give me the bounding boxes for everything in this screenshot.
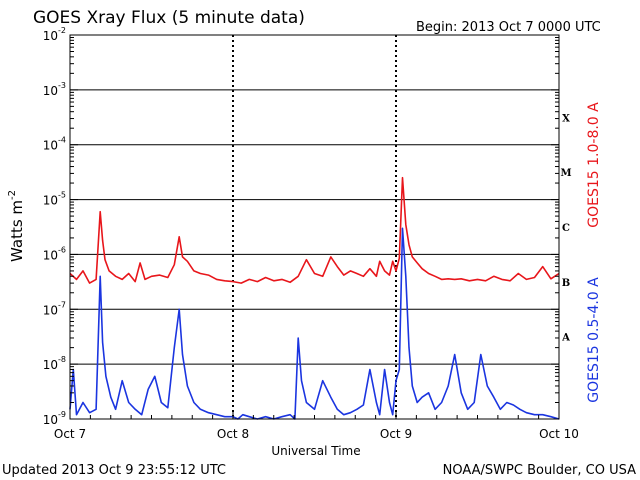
x-tick-label: Oct 9 bbox=[380, 427, 412, 441]
grid-lines bbox=[70, 89, 559, 365]
y-tick-label: 10-2 bbox=[43, 26, 66, 43]
flare-class-label: M bbox=[560, 168, 571, 179]
y-tick-label: 10-7 bbox=[43, 300, 66, 317]
legend-short-channel: GOES15 0.5-4.0 A bbox=[586, 277, 602, 403]
y-tick-base: 10 bbox=[43, 358, 58, 372]
x-axis-ticks: Oct 7 Oct 8 Oct 9 Oct 10 bbox=[54, 411, 579, 441]
y-tick-base: 10 bbox=[43, 139, 58, 153]
y-tick-label: 10-8 bbox=[43, 355, 66, 372]
y-tick-label: 10-6 bbox=[43, 245, 66, 262]
series-lines bbox=[69, 176, 560, 420]
y-tick-exponent: -7 bbox=[58, 300, 66, 309]
x-tick-label: Oct 7 bbox=[54, 427, 86, 441]
y-tick-exponent: -2 bbox=[58, 26, 66, 35]
chart-title: GOES Xray Flux (5 minute data) bbox=[33, 8, 305, 28]
y-tick-base: 10 bbox=[43, 303, 58, 317]
flare-class-label: C bbox=[562, 223, 570, 234]
x-axis-label: Universal Time bbox=[271, 444, 360, 458]
flare-class-label: B bbox=[562, 278, 570, 289]
begin-time: Begin: 2013 Oct 7 0000 UTC bbox=[416, 20, 601, 35]
plot-frame bbox=[69, 34, 560, 420]
y-tick-exponent: -3 bbox=[58, 81, 66, 90]
long-channel-line bbox=[69, 176, 560, 284]
y-tick-exponent: -6 bbox=[58, 245, 66, 254]
legend-long-channel: GOES15 1.0-8.0 A bbox=[586, 102, 602, 228]
credit-text: NOAA/SWPC Boulder, CO USA bbox=[443, 463, 636, 478]
y-tick-exponent: -8 bbox=[58, 355, 66, 364]
flare-class-label: A bbox=[561, 333, 570, 344]
y-axis-label-exponent: -2 bbox=[7, 190, 18, 200]
short-channel-line bbox=[69, 227, 560, 420]
y-axis-label: Watts m-2 bbox=[7, 190, 26, 262]
y-tick-label: 10-4 bbox=[43, 136, 66, 153]
y-tick-exponent: -4 bbox=[58, 136, 66, 145]
y-tick-label: 10-9 bbox=[43, 410, 66, 427]
flare-class-label: X bbox=[562, 113, 570, 124]
flare-class-labels: A B C M X bbox=[560, 113, 571, 343]
y-axis-label-text: Watts m bbox=[8, 200, 26, 262]
y-tick-base: 10 bbox=[43, 84, 58, 98]
y-tick-base: 10 bbox=[43, 29, 58, 43]
y-tick-exponent: -9 bbox=[58, 410, 66, 419]
x-tick-label: Oct 10 bbox=[539, 427, 579, 441]
y-tick-label: 10-3 bbox=[43, 81, 66, 98]
updated-timestamp: Updated 2013 Oct 9 23:55:12 UTC bbox=[2, 463, 226, 478]
y-axis-ticks: 10-910-810-710-610-510-410-310-2 bbox=[43, 26, 559, 427]
y-tick-exponent: -5 bbox=[58, 191, 66, 200]
y-tick-label: 10-5 bbox=[43, 191, 66, 208]
day-dividers bbox=[232, 35, 397, 419]
y-tick-base: 10 bbox=[43, 194, 58, 208]
x-tick-label: Oct 8 bbox=[217, 427, 249, 441]
y-tick-base: 10 bbox=[43, 248, 58, 262]
y-tick-base: 10 bbox=[43, 413, 58, 427]
